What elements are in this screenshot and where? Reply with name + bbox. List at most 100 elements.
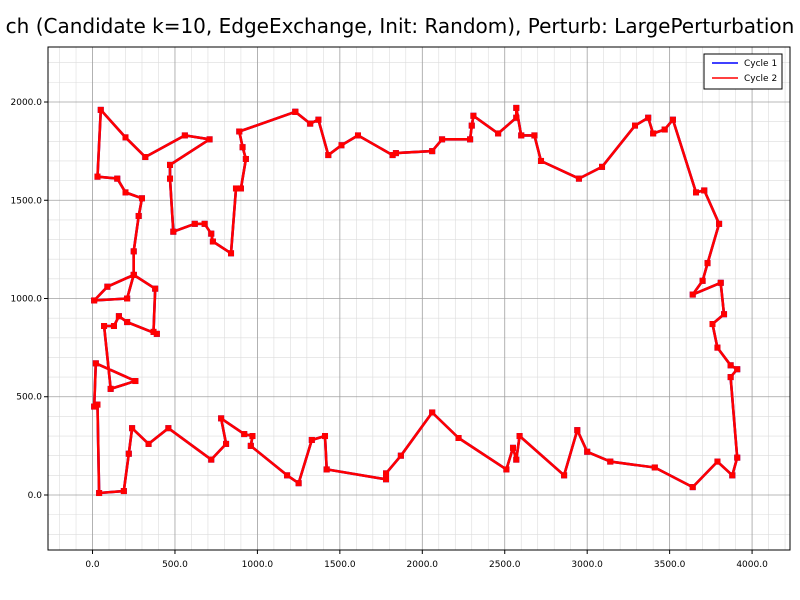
series-point [201,220,208,227]
series-point [383,470,390,477]
series-point [107,385,114,392]
series-point [575,175,582,182]
x-tick-label: 2000.0 [407,560,439,570]
series-point [239,144,246,151]
y-tick-label: 0.0 [28,491,43,501]
series-point [495,130,502,137]
series-point [468,122,475,129]
series-point [122,134,129,141]
series-point [104,283,111,290]
series-point [110,323,117,330]
series-point [91,297,98,304]
series-point [142,154,149,161]
series-point [125,450,132,457]
series-point [101,323,108,330]
series-point [531,132,538,139]
series-point [397,452,404,459]
series-point [470,112,477,119]
series-point [114,175,121,182]
x-tick-label: 3000.0 [571,560,603,570]
series-point [236,128,243,135]
series-point [135,212,142,219]
series-point [354,132,361,139]
series-point [607,458,614,465]
y-tick-label: 500.0 [16,393,42,403]
series-point [94,401,101,408]
series-point [315,116,322,123]
series-point [97,106,104,113]
series-point [716,220,723,227]
series-point [129,425,136,432]
series-point [91,403,98,410]
series-point [717,279,724,286]
series-point [249,433,256,440]
legend-box [703,53,783,90]
series-point [124,295,131,302]
series-point [518,132,525,139]
series-point [208,230,215,237]
series-layer [91,104,741,497]
series-point [429,409,436,416]
series-point [704,260,711,267]
series-point [122,189,129,196]
series-point [247,442,254,449]
series-point [96,490,103,497]
series-point [284,472,291,479]
legend-label: Cycle 2 [744,74,777,84]
y-tick-label: 2000.0 [11,98,43,108]
series-point [503,466,510,473]
series-point [701,187,708,194]
series-point [392,150,399,157]
series-point [632,122,639,129]
series-point [699,277,706,284]
series-point [429,148,436,155]
series-point [509,444,516,451]
series-point [167,175,174,182]
legend: Cycle 1 Cycle 2 [703,53,783,90]
series-point [228,250,235,257]
series-point [455,435,462,442]
series-point [734,366,741,373]
series-point [383,476,390,483]
series-point [150,328,157,335]
series-point [206,136,213,143]
series-point [714,344,721,351]
legend-label: Cycle 1 [744,59,777,69]
series-point [439,136,446,143]
series-point [153,330,160,337]
series-point [516,433,523,440]
series-cycle-2 [91,104,741,497]
series-point [218,415,225,422]
series-point [669,116,676,123]
series-point [467,136,474,143]
y-tick-label: 1500.0 [11,196,43,206]
x-axis-ticks: 0.0 500.0 1000.0 1500.0 2000.0 2500.0 3000.0 35… [85,550,768,570]
series-point [132,378,139,385]
x-tick-label: 500.0 [162,560,188,570]
series-point [389,152,396,159]
series-point [693,189,700,196]
series-point [307,120,314,127]
chart-title: ch (Candidate k=10, EdgeExchange, Init: … [6,14,795,38]
series-point [661,126,668,133]
series-point [651,464,658,471]
series-point [292,108,299,115]
series-point [308,436,315,443]
series-point [645,114,652,121]
series-point [92,360,99,367]
series-point [538,157,545,164]
series-point [322,433,329,440]
series-point [145,440,152,447]
series-point [232,185,239,192]
series-point [237,185,244,192]
series-point [165,425,172,432]
series-point [223,440,230,447]
series-point [242,155,249,162]
series-point [115,313,122,320]
series-point [124,319,131,326]
series-point [513,104,520,111]
series-point [94,173,101,180]
x-tick-label: 3500.0 [654,560,686,570]
y-tick-label: 1000.0 [11,295,43,305]
